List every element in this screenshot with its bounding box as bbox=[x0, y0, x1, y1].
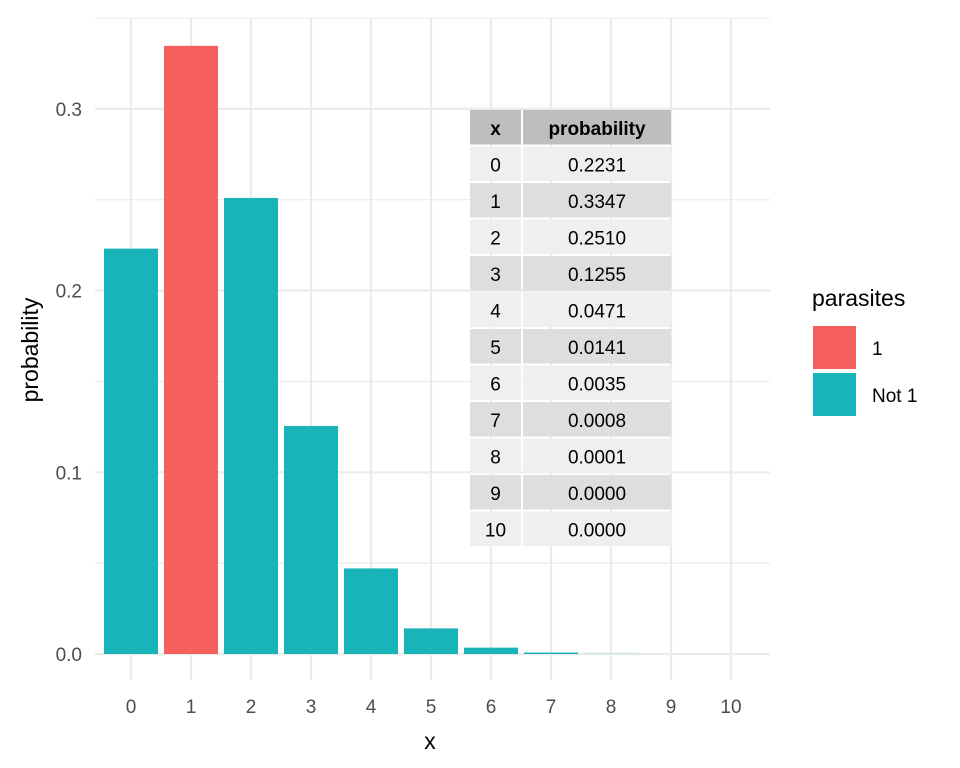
table-cell bbox=[523, 475, 671, 510]
table-header-cell bbox=[470, 110, 521, 145]
table-cell bbox=[523, 292, 671, 327]
y-tick-label: 0.0 bbox=[56, 645, 82, 666]
x-tick-label: 7 bbox=[546, 697, 557, 718]
table-cell-probability: 0.0035 bbox=[568, 375, 626, 396]
x-tick-label: 1 bbox=[186, 697, 197, 718]
table-cell-x: 8 bbox=[490, 448, 501, 469]
table-cell bbox=[523, 183, 671, 218]
bar bbox=[404, 628, 458, 654]
table-cell-x: 1 bbox=[490, 192, 501, 213]
table-cell bbox=[523, 329, 671, 364]
x-tick-label: 6 bbox=[486, 697, 497, 718]
bar bbox=[104, 248, 158, 654]
bar bbox=[164, 45, 218, 655]
table-cell-x: 9 bbox=[490, 484, 501, 505]
table-cell-probability: 0.2231 bbox=[568, 156, 626, 177]
table-cell-x: 2 bbox=[490, 229, 501, 250]
x-tick-label: 9 bbox=[666, 697, 677, 718]
table-cell-probability: 0.2510 bbox=[568, 229, 626, 250]
table-cell-probability: 0.0001 bbox=[568, 448, 626, 469]
bar bbox=[464, 647, 518, 654]
table-cell-x: 4 bbox=[490, 302, 501, 323]
table-cell-probability: 0.0471 bbox=[568, 302, 626, 323]
table-cell bbox=[523, 402, 671, 437]
table-cell bbox=[523, 365, 671, 400]
table-header-x: x bbox=[490, 119, 501, 140]
legend-label: 1 bbox=[872, 339, 883, 360]
y-tick-label: 0.2 bbox=[56, 282, 82, 303]
table-cell-probability: 0.0000 bbox=[568, 521, 626, 542]
table-cell-probability: 0.1255 bbox=[568, 265, 626, 286]
table-cell bbox=[470, 511, 521, 546]
x-axis-title: x bbox=[424, 728, 436, 754]
x-tick-label: 4 bbox=[366, 697, 377, 718]
table-cell-x: 10 bbox=[485, 521, 506, 542]
table-cell-probability: 0.0141 bbox=[568, 338, 626, 359]
table-cell bbox=[523, 511, 671, 546]
x-tick-label: 8 bbox=[606, 697, 617, 718]
table-cell bbox=[523, 219, 671, 254]
table-cell bbox=[523, 438, 671, 473]
table-cell bbox=[523, 256, 671, 291]
table-cell bbox=[470, 475, 521, 510]
table-cell bbox=[470, 256, 521, 291]
table-cell-x: 3 bbox=[490, 265, 501, 286]
table-cell bbox=[523, 146, 671, 181]
x-tick-label: 0 bbox=[126, 697, 137, 718]
table-cell-x: 0 bbox=[490, 156, 501, 177]
table-cell-probability: 0.0008 bbox=[568, 411, 626, 432]
table-cell-x: 7 bbox=[490, 411, 501, 432]
x-tick-label: 2 bbox=[246, 697, 257, 718]
legend-title: parasites bbox=[812, 285, 905, 311]
bars bbox=[104, 45, 638, 655]
table-cell bbox=[470, 292, 521, 327]
table-cell bbox=[470, 329, 521, 364]
x-tick-label: 3 bbox=[306, 697, 317, 718]
legend-key bbox=[813, 326, 856, 369]
table-cell-probability: 0.3347 bbox=[568, 192, 626, 213]
legend-label: Not 1 bbox=[872, 386, 917, 407]
table-cell bbox=[470, 402, 521, 437]
legend-key bbox=[813, 373, 856, 416]
table-cell bbox=[470, 146, 521, 181]
bar bbox=[284, 425, 338, 654]
legend: parasites 1 Not 1 bbox=[812, 285, 917, 416]
probability-table: x probability 0 0.2231 1 0.3347 2 0.2510 3 0.1255… bbox=[470, 110, 671, 546]
table-cell-x: 6 bbox=[490, 375, 501, 396]
table-cell bbox=[470, 438, 521, 473]
table-header-cell bbox=[523, 110, 671, 145]
y-tick-label: 0.1 bbox=[56, 463, 82, 484]
x-axis-ticks: 0 1 2 3 4 5 6 7 8 9 10 bbox=[126, 697, 742, 718]
bar bbox=[224, 197, 278, 655]
x-tick-label: 10 bbox=[720, 697, 741, 718]
table-header-probability: probability bbox=[548, 119, 646, 140]
table-cell-x: 5 bbox=[490, 338, 501, 359]
table-cell bbox=[470, 219, 521, 254]
table-cell-probability: 0.0000 bbox=[568, 484, 626, 505]
table-cell bbox=[470, 365, 521, 400]
x-tick-label: 5 bbox=[426, 697, 437, 718]
table-cell bbox=[470, 183, 521, 218]
bar bbox=[524, 652, 578, 654]
y-axis-ticks: 0.0 0.1 0.2 0.3 bbox=[56, 100, 82, 666]
bar bbox=[344, 568, 398, 654]
y-axis-title: probability bbox=[17, 297, 43, 402]
y-tick-label: 0.3 bbox=[56, 100, 82, 121]
